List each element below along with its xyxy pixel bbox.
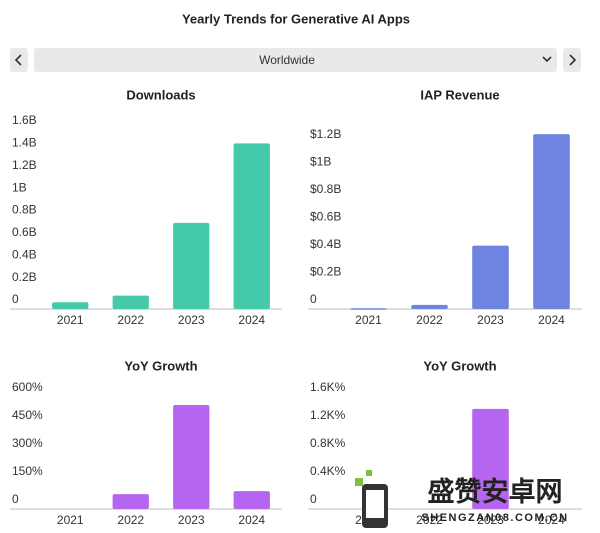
watermark-icon-screen [366,490,384,518]
y-tick-label: 0 [12,292,19,306]
y-tick-label: 1B [12,180,27,194]
bar [472,408,509,509]
x-tick-label: 2022 [117,313,144,327]
y-tick-label: $0.2B [310,265,341,279]
prev-button[interactable] [10,48,28,72]
x-tick-label: 2022 [416,513,443,527]
y-tick-label: 0 [12,492,19,506]
watermark-name: 盛赞安卓网 [428,477,563,507]
y-tick-label: 1.4B [12,136,37,150]
y-tick-label: 1.2B [12,158,37,172]
watermark: 盛赞安卓网 SHENGZAN08.COM.CN [355,470,568,528]
dropdown-icon [542,56,552,63]
x-tick-label: 2024 [238,313,265,327]
x-tick-label: 2021 [57,313,84,327]
y-tick-label: 150% [12,464,43,478]
x-tick-label: 2024 [538,313,565,327]
chart-title: IAP Revenue [420,87,499,102]
chart-title: Downloads [126,87,195,102]
y-tick-label: $0.8B [310,182,341,196]
bar [472,245,509,309]
y-tick-label: 600% [12,380,43,394]
bar [52,302,89,309]
x-tick-label: 2023 [477,313,504,327]
charts: Downloads 0 0.2B 0.4B 0.6B 0.8B 1B 1.2B 1.4B 1.6B… [10,87,582,527]
bar [173,222,210,309]
y-tick-label: 0.6B [12,225,37,239]
x-tick-label: 2021 [57,513,84,527]
y-tick-label: $0.6B [310,210,341,224]
region-label: Worldwide [259,53,315,67]
y-tick-label: 0.2B [12,270,37,284]
bar [533,134,570,309]
bar [112,494,149,509]
bar [350,308,387,310]
chart-title: YoY Growth [124,358,197,373]
x-tick-label: 2023 [477,513,504,527]
chart-title: YoY Growth [423,358,496,373]
y-tick-label: $1B [310,154,331,168]
y-tick-label: 300% [12,436,43,450]
region-select[interactable] [34,48,557,72]
y-tick-label: $1.2B [310,127,341,141]
bar [173,405,210,509]
x-tick-label: 2024 [238,513,265,527]
bar [411,304,448,309]
watermark-url: SHENGZAN08.COM.CN [421,512,568,524]
y-tick-label: 0.8B [12,203,37,217]
y-tick-label: 1.6B [12,113,37,127]
y-tick-label: $0.4B [310,237,341,251]
bar [112,295,149,309]
watermark-icon-dot [355,478,363,486]
y-tick-label: 450% [12,408,43,422]
y-tick-label: 0.4K% [310,464,346,478]
x-tick-label: 2022 [117,513,144,527]
page-title: Yearly Trends for Generative AI Apps [182,11,410,26]
x-tick-label: 2024 [538,513,565,527]
bar [233,143,270,309]
y-tick-label: 0 [310,492,317,506]
bar [233,491,270,509]
x-tick-label: 2023 [178,313,205,327]
y-tick-label: 1.6K% [310,380,346,394]
prev-icon [14,54,22,66]
y-tick-label: 0 [310,292,317,306]
y-tick-label: 0.8K% [310,436,346,450]
y-tick-label: 0.4B [12,247,37,261]
x-tick-label: 2023 [178,513,205,527]
watermark-icon-dot [366,470,372,476]
x-tick-label: 2022 [416,313,443,327]
y-tick-label: 1.2K% [310,408,346,422]
next-button[interactable] [563,48,581,72]
x-tick-label: 2021 [355,313,382,327]
next-icon [569,54,577,66]
